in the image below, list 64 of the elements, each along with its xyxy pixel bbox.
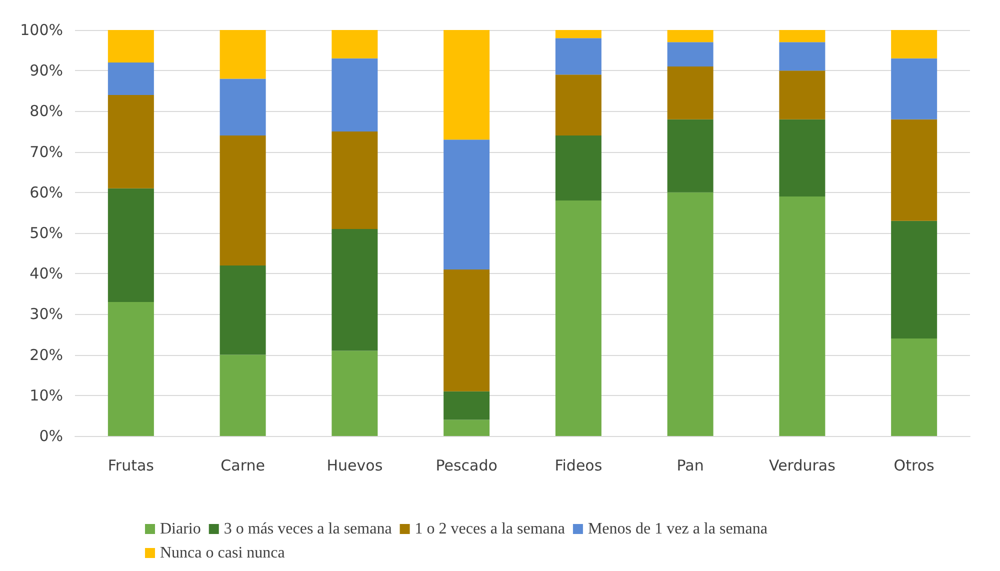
bar	[779, 30, 826, 42]
bar	[332, 30, 378, 58]
bar	[220, 265, 266, 355]
legend-label: Nunca o casi nunca	[160, 544, 285, 562]
bar	[108, 188, 154, 302]
x-tick-label: Huevos	[326, 456, 383, 474]
bar	[891, 220, 938, 339]
y-tick-label: 80%	[30, 102, 63, 120]
bar	[555, 74, 602, 136]
bar	[667, 30, 714, 42]
bar	[779, 42, 826, 71]
legend-label: Diario	[160, 520, 201, 538]
y-tick-label: 70%	[30, 142, 63, 161]
bar	[444, 140, 490, 270]
bar	[555, 200, 602, 436]
bar	[891, 119, 938, 221]
bar	[667, 192, 714, 436]
y-tick-label: 90%	[30, 62, 63, 80]
bar	[108, 94, 154, 188]
x-tick-label: Verduras	[768, 456, 836, 474]
y-tick-label: 20%	[30, 346, 63, 364]
y-tick-label: 10%	[30, 386, 63, 404]
bar	[891, 30, 938, 58]
bar	[332, 228, 378, 351]
y-tick-label: 100%	[20, 21, 63, 39]
x-tick-label: Otros	[894, 456, 934, 474]
bar	[555, 136, 602, 201]
legend-label: 3 o más veces a la semana	[224, 520, 392, 538]
bar	[108, 302, 154, 436]
bar	[667, 66, 714, 120]
x-tick-label: Frutas	[108, 456, 154, 474]
bar	[444, 391, 490, 420]
bar	[779, 196, 826, 436]
bar	[891, 58, 938, 120]
legend-label: Menos de 1 vez a la semana	[588, 520, 768, 538]
bar	[555, 38, 602, 75]
bar	[555, 30, 602, 38]
y-tick-label: 50%	[30, 224, 63, 242]
bar	[332, 58, 378, 132]
x-tick-label: Fideos	[554, 456, 602, 474]
bar	[220, 78, 266, 136]
bar	[667, 119, 714, 192]
y-tick-label: 60%	[30, 183, 63, 202]
x-tick-label: Pan	[676, 456, 704, 474]
bar	[108, 30, 154, 62]
bar	[332, 350, 378, 436]
bar	[444, 30, 490, 140]
bar	[220, 136, 266, 266]
x-tick-label: Pescado	[436, 456, 498, 474]
bar	[332, 132, 378, 229]
y-tick-label: 40%	[30, 264, 63, 283]
bar	[779, 70, 826, 120]
bar	[667, 42, 714, 67]
bar	[444, 270, 490, 392]
y-tick-label: 30%	[30, 305, 63, 324]
bar	[220, 30, 266, 79]
bar	[891, 338, 938, 436]
bar	[220, 354, 266, 436]
legend-label: 1 o 2 veces a la semana	[414, 520, 565, 538]
bar	[108, 62, 154, 95]
y-tick-label: 0%	[39, 427, 63, 445]
bar	[779, 119, 826, 196]
bar	[444, 420, 490, 436]
x-tick-label: Carne	[220, 456, 265, 474]
